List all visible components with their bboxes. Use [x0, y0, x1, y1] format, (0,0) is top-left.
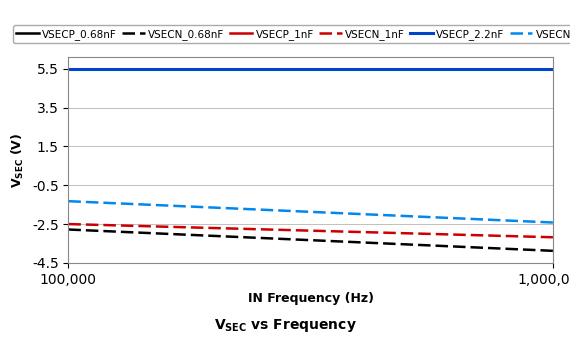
VSECP_0.68nF: [353, 67, 360, 71]
VSECN_2.2nF: [504, 218, 511, 222]
VSECN_0.68nF: [504, 247, 511, 251]
VSECP_1nF: [353, 67, 360, 71]
VSECN_2.2nF: [361, 212, 368, 216]
VSECN_2.2nF: [352, 212, 359, 216]
VSECN_1nF: [352, 230, 359, 234]
VSECP_0.68nF: [352, 67, 359, 71]
VSECN_0.68nF: [352, 240, 359, 244]
VSECN_1nF: [65, 222, 72, 226]
VSECP_0.68nF: [65, 67, 72, 71]
VSECP_2.2nF: [473, 67, 480, 71]
VSECN_2.2nF: [473, 217, 480, 221]
VSECP_0.68nF: [67, 67, 74, 71]
VSECN_0.68nF: [353, 240, 360, 244]
VSECP_0.68nF: [473, 67, 480, 71]
VSECN_1nF: [361, 230, 368, 234]
VSECP_1nF: [352, 67, 359, 71]
VSECP_2.2nF: [65, 67, 72, 71]
VSECN_1nF: [67, 222, 74, 226]
VSECP_1nF: [504, 67, 511, 71]
VSECN_2.2nF: [549, 220, 556, 224]
VSECP_2.2nF: [504, 67, 511, 71]
Text: $\mathregular{V_{SEC}}$ vs Frequency: $\mathregular{V_{SEC}}$ vs Frequency: [214, 317, 356, 334]
VSECN_1nF: [504, 234, 511, 238]
VSECP_1nF: [549, 67, 556, 71]
VSECP_0.68nF: [504, 67, 511, 71]
VSECN_0.68nF: [549, 249, 556, 253]
VSECP_2.2nF: [549, 67, 556, 71]
VSECP_1nF: [67, 67, 74, 71]
Line: VSECN_0.68nF: VSECN_0.68nF: [68, 229, 553, 251]
VSECN_0.68nF: [473, 245, 480, 249]
VSECN_2.2nF: [65, 199, 72, 203]
VSECN_1nF: [549, 235, 556, 239]
VSECP_0.68nF: [549, 67, 556, 71]
Line: VSECN_2.2nF: VSECN_2.2nF: [68, 201, 553, 222]
VSECP_1nF: [473, 67, 480, 71]
VSECN_0.68nF: [361, 241, 368, 245]
Y-axis label: $\mathregular{V_{SEC}}$ (V): $\mathregular{V_{SEC}}$ (V): [10, 132, 26, 188]
VSECN_0.68nF: [67, 227, 74, 232]
VSECN_2.2nF: [353, 212, 360, 216]
VSECN_0.68nF: [65, 227, 72, 232]
Legend: VSECP_0.68nF, VSECN_0.68nF, VSECP_1nF, VSECN_1nF, VSECP_2.2nF, VSECN_2.2nF: VSECP_0.68nF, VSECN_0.68nF, VSECP_1nF, V…: [13, 26, 570, 43]
VSECN_2.2nF: [67, 199, 74, 203]
X-axis label: IN Frequency (Hz): IN Frequency (Hz): [247, 292, 374, 305]
VSECN_1nF: [353, 230, 360, 234]
VSECP_2.2nF: [67, 67, 74, 71]
Line: VSECN_1nF: VSECN_1nF: [68, 224, 553, 237]
VSECP_1nF: [361, 67, 368, 71]
VSECP_0.68nF: [361, 67, 368, 71]
VSECN_1nF: [473, 233, 480, 237]
VSECP_2.2nF: [361, 67, 368, 71]
VSECP_2.2nF: [353, 67, 360, 71]
VSECP_2.2nF: [352, 67, 359, 71]
VSECP_1nF: [65, 67, 72, 71]
